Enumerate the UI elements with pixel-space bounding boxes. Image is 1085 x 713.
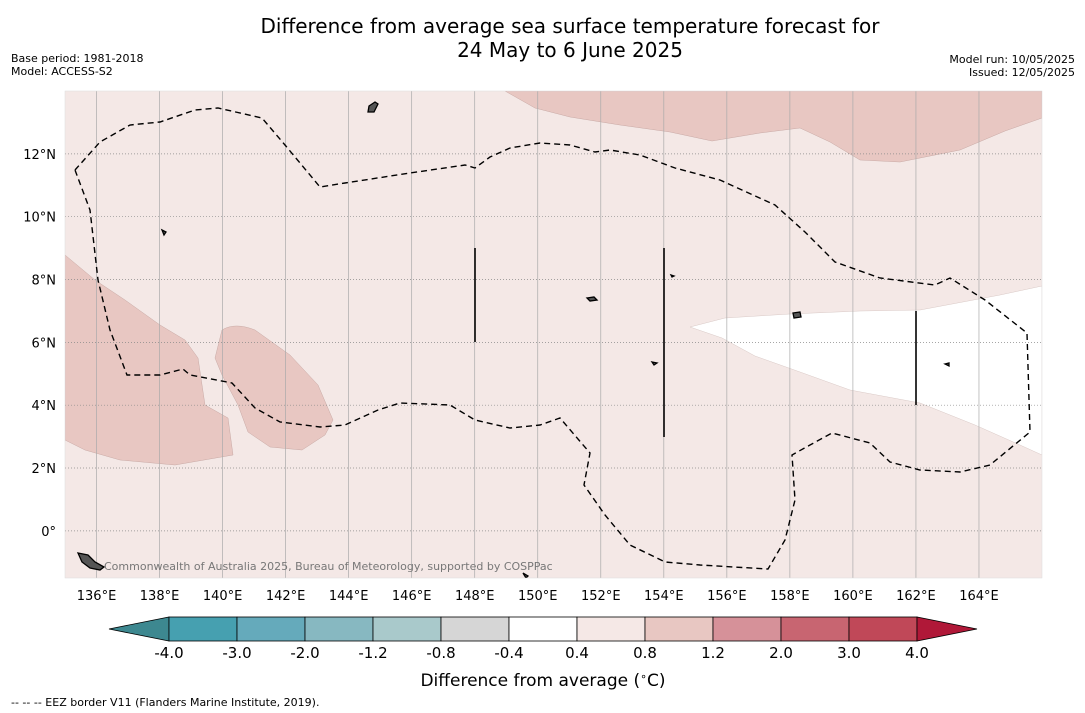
lon-tick-label: 158°E (770, 589, 810, 604)
colorbar-segment (440, 616, 510, 642)
island-markers (76, 101, 950, 578)
colorbar-label: Difference from average (∘C) (420, 670, 665, 691)
colorbar-segment (508, 616, 578, 642)
lon-tick-label: 164°E (959, 589, 999, 604)
meta-left: Base period: 1981-2018 Model: ACCESS-S2 (11, 52, 143, 78)
lon-tick-label: 136°E (77, 589, 117, 604)
eez-footnote: -- -- -- EEZ border V11 (Flanders Marine… (11, 696, 320, 709)
boundary-ticks (474, 248, 917, 437)
lon-tick-label: 156°E (707, 589, 747, 604)
lon-tick-label: 148°E (455, 589, 495, 604)
plot-frame (64, 90, 1043, 579)
colorbar-tick-label: 3.0 (837, 644, 861, 662)
meta-right: Model run: 10/05/2025 Issued: 12/05/2025 (949, 53, 1075, 79)
lat-tick-label: 6°N (32, 336, 57, 351)
title-line-2: 24 May to 6 June 2025 (457, 38, 683, 62)
warm-anomaly-west (65, 254, 234, 466)
lat-tick-label: 0° (41, 525, 56, 540)
lon-tick-label: 146°E (392, 589, 432, 604)
latitude-labels: 12°N 10°N 8°N 6°N 4°N 2°N 0° (23, 148, 56, 540)
lat-tick-label: 12°N (23, 148, 56, 163)
colorbar-segment (780, 616, 850, 642)
colorbar: -4.0 -3.0 -2.0 -1.2 -0.8 -0.4 0.4 0.8 1.2 2.0 3.0 4… (108, 616, 978, 662)
copyright-notice: Commonwealth of Australia 2025, Bureau o… (104, 560, 553, 573)
lon-tick-label: 162°E (896, 589, 936, 604)
lat-tick-label: 10°N (23, 211, 56, 226)
lon-tick-label: 144°E (329, 589, 369, 604)
lon-tick-label: 152°E (581, 589, 621, 604)
model-run: Model run: 10/05/2025 (949, 53, 1075, 66)
colorbar-segment (236, 616, 306, 642)
colorbar-tick-label: 2.0 (769, 644, 793, 662)
colorbar-segment (712, 616, 782, 642)
lon-tick-label: 140°E (203, 589, 243, 604)
map-plot-area: Commonwealth of Australia 2025, Bureau o… (65, 91, 1042, 578)
colorbar-tick-label: 4.0 (905, 644, 929, 662)
colorbar-tick-label: -0.8 (426, 644, 455, 662)
colorbar-segment (168, 616, 238, 642)
colorbar-tick-label: 0.4 (565, 644, 589, 662)
warm-anomaly-north (504, 91, 1042, 163)
lon-tick-label: 150°E (518, 589, 558, 604)
colorbar-segment (372, 616, 442, 642)
issued-date: Issued: 12/05/2025 (968, 66, 1075, 79)
colorbar-tick-label: -4.0 (154, 644, 183, 662)
colorbar-under-arrow (108, 616, 170, 642)
chart-title: Difference from average sea surface temp… (0, 14, 1085, 62)
colorbar-segment (644, 616, 714, 642)
lon-tick-label: 160°E (833, 589, 873, 604)
colorbar-over-arrow (916, 616, 978, 642)
title-line-1: Difference from average sea surface temp… (260, 14, 880, 38)
neutral-anomaly-east (689, 285, 1042, 456)
colorbar-segment (304, 616, 374, 642)
colorbar-tick-label: -0.4 (494, 644, 523, 662)
longitude-labels: 136°E 138°E 140°E 142°E 144°E 146°E 148°E 150°E… (77, 589, 999, 604)
colorbar-segment (848, 616, 918, 642)
colorbar-tick-label: 1.2 (701, 644, 725, 662)
lat-tick-label: 4°N (32, 399, 57, 414)
base-period: Base period: 1981-2018 (11, 52, 144, 65)
lon-tick-label: 154°E (644, 589, 684, 604)
lon-tick-label: 138°E (140, 589, 180, 604)
map-figure: Commonwealth of Australia 2025, Bureau o… (23, 90, 1043, 691)
colorbar-tick-label: 0.8 (633, 644, 657, 662)
colorbar-tick-label: -3.0 (222, 644, 251, 662)
colorbar-tick-label: -2.0 (290, 644, 319, 662)
colorbar-tick-label: -1.2 (358, 644, 387, 662)
colorbar-segment (576, 616, 646, 642)
lat-tick-label: 2°N (32, 462, 57, 477)
lat-tick-label: 8°N (32, 274, 57, 289)
model-name: Model: ACCESS-S2 (11, 65, 113, 78)
lon-tick-label: 142°E (266, 589, 306, 604)
